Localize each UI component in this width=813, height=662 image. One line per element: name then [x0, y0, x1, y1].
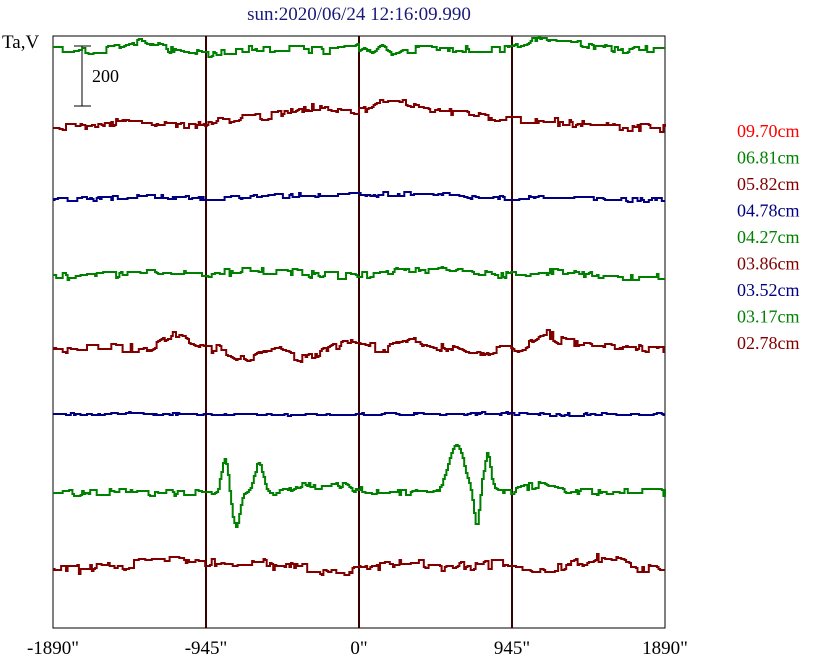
x-tick-label: 945"	[494, 638, 530, 659]
scale-bar-label: 200	[92, 66, 119, 86]
series-line-05.82cm	[53, 99, 666, 133]
legend: 09.70cm 06.81cm 05.82cm 04.78cm 04.27cm 03.86…	[737, 121, 800, 353]
legend-entry: 06.81cm	[737, 148, 800, 168]
x-tick-labels: -1890" -945" 0" 945" 1890"	[27, 638, 688, 659]
legend-entry: 04.78cm	[737, 201, 800, 221]
x-tick-label: -1890"	[27, 638, 79, 659]
series-line-02.78cm	[53, 553, 665, 576]
legend-entry: 03.52cm	[737, 280, 800, 300]
series-line-06.81cm	[53, 36, 665, 58]
legend-entry: 03.86cm	[737, 254, 800, 274]
legend-entry: 04.27cm	[737, 227, 800, 247]
series-line-04.27cm	[53, 266, 665, 281]
chart-title: sun:2020/06/24 12:16:09.990	[247, 4, 471, 25]
legend-entry: 05.82cm	[737, 174, 800, 194]
vertical-reference-lines	[205, 36, 513, 628]
x-tick-label: 0"	[350, 638, 367, 659]
x-tick-label: -945"	[185, 638, 228, 659]
y-axis-label: Ta,V	[2, 32, 39, 53]
scale-bar: 200	[74, 45, 119, 107]
legend-entry: 03.17cm	[737, 307, 800, 327]
series-traces	[53, 36, 666, 576]
series-line-03.17cm	[53, 444, 666, 528]
series-line-03.86cm	[53, 329, 665, 363]
legend-entry: 09.70cm	[737, 121, 800, 141]
series-line-03.52cm	[53, 411, 665, 417]
x-tick-label: 1890"	[642, 638, 688, 659]
series-line-04.78cm	[53, 191, 665, 203]
legend-entry: 02.78cm	[737, 333, 800, 353]
